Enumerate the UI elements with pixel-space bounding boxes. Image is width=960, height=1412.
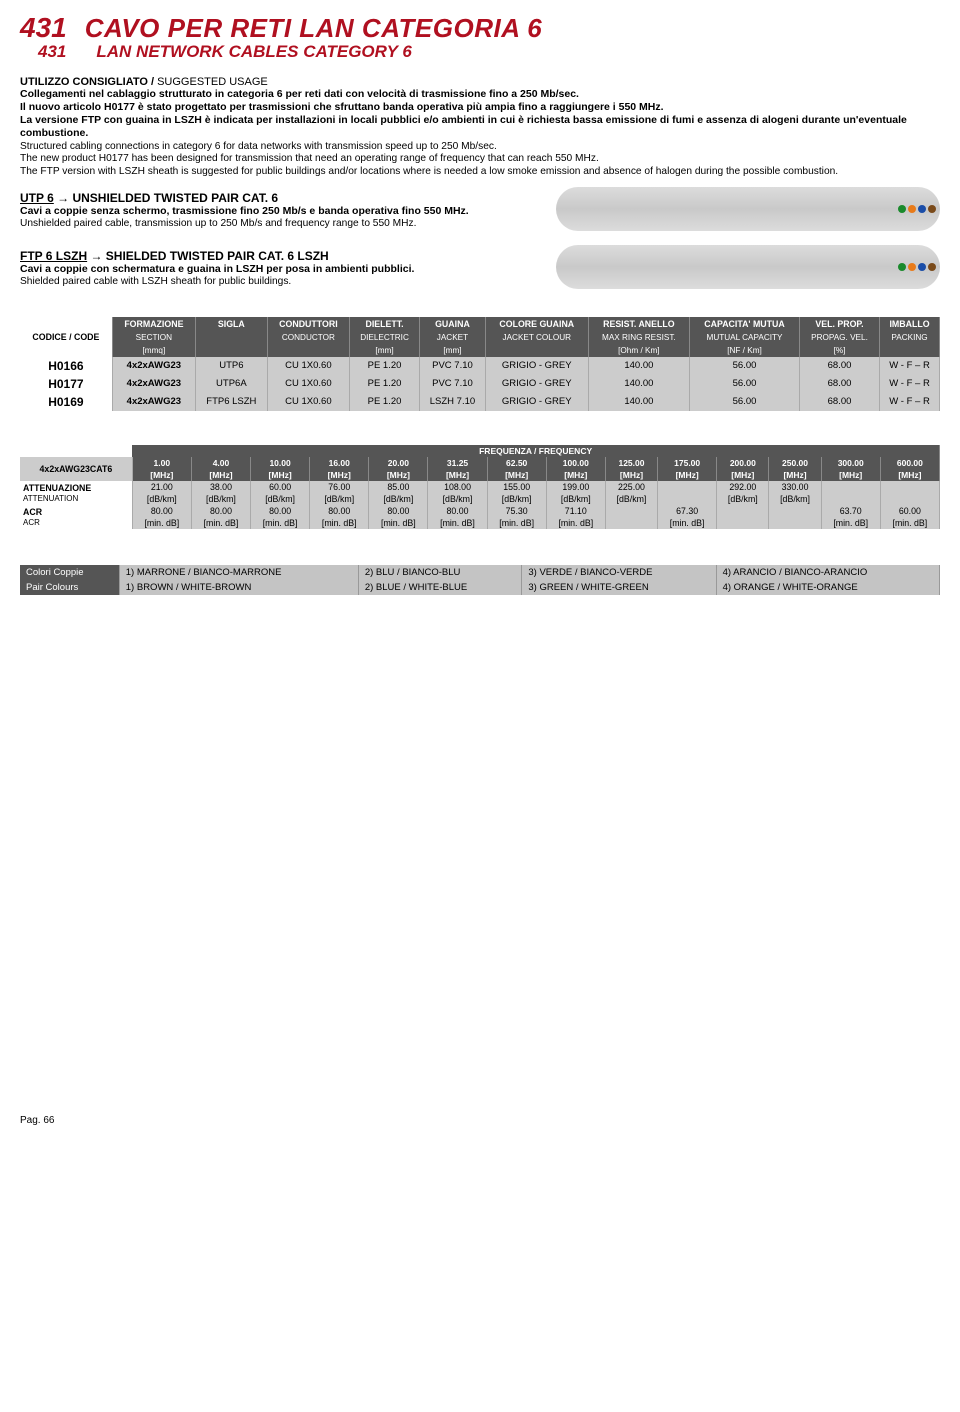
frequency-table: FREQUENZA / FREQUENCY 4x2xAWG23CAT61.004… — [20, 445, 940, 529]
spec-table: CODICE / CODE FORMAZIONESIGLACONDUTTORI … — [20, 317, 940, 411]
table-row: H01774x2xAWG23UTP6ACU 1X0.60PE 1.20PVC 7… — [20, 375, 940, 393]
ftp-cable-image — [556, 245, 940, 289]
usage-heading: UTILIZZO CONSIGLIATO / SUGGESTED USAGE — [20, 76, 940, 88]
table-row: H01664x2xAWG23UTP6CU 1X0.60PE 1.20PVC 7.… — [20, 357, 940, 375]
series-code: 431 — [20, 12, 67, 44]
series-code-sm: 431 — [38, 42, 66, 62]
page-title-it: CAVO PER RETI LAN CATEGORIA 6 — [85, 13, 543, 44]
freq-header: FREQUENZA / FREQUENCY — [132, 445, 939, 457]
freq-rowlabel: 4x2xAWG23CAT6 — [20, 457, 132, 481]
usage-it-1: Collegamenti nel cablaggio strutturato i… — [20, 88, 940, 101]
utp-cable-image — [556, 187, 940, 231]
table-row: H01694x2xAWG23FTP6 LSZHCU 1X0.60PE 1.20L… — [20, 393, 940, 411]
usage-it-2: Il nuovo articolo H0177 è stato progetta… — [20, 101, 940, 114]
usage-en-2: The new product H0177 has been designed … — [20, 153, 940, 166]
pairs-table: Colori Coppie 1) MARRONE / BIANCO-MARRON… — [20, 565, 940, 595]
spec-code-header: CODICE / CODE — [20, 317, 112, 357]
usage-en-3: The FTP version with LSZH sheath is sugg… — [20, 166, 940, 179]
ftp-heading: FTP 6 LSZH → SHIELDED TWISTED PAIR CAT. … — [20, 249, 329, 263]
usage-it-3: La versione FTP con guaina in LSZH è ind… — [20, 114, 940, 140]
page-title-en: LAN NETWORK CABLES CATEGORY 6 — [96, 42, 411, 62]
pairs-h-en: Pair Colours — [20, 580, 119, 595]
usage-en-1: Structured cabling connections in catego… — [20, 141, 940, 154]
utp-heading: UTP 6 → UNSHIELDED TWISTED PAIR CAT. 6 — [20, 191, 278, 205]
page-number: Pag. 66 — [20, 1115, 940, 1126]
pairs-h-it: Colori Coppie — [20, 565, 119, 580]
